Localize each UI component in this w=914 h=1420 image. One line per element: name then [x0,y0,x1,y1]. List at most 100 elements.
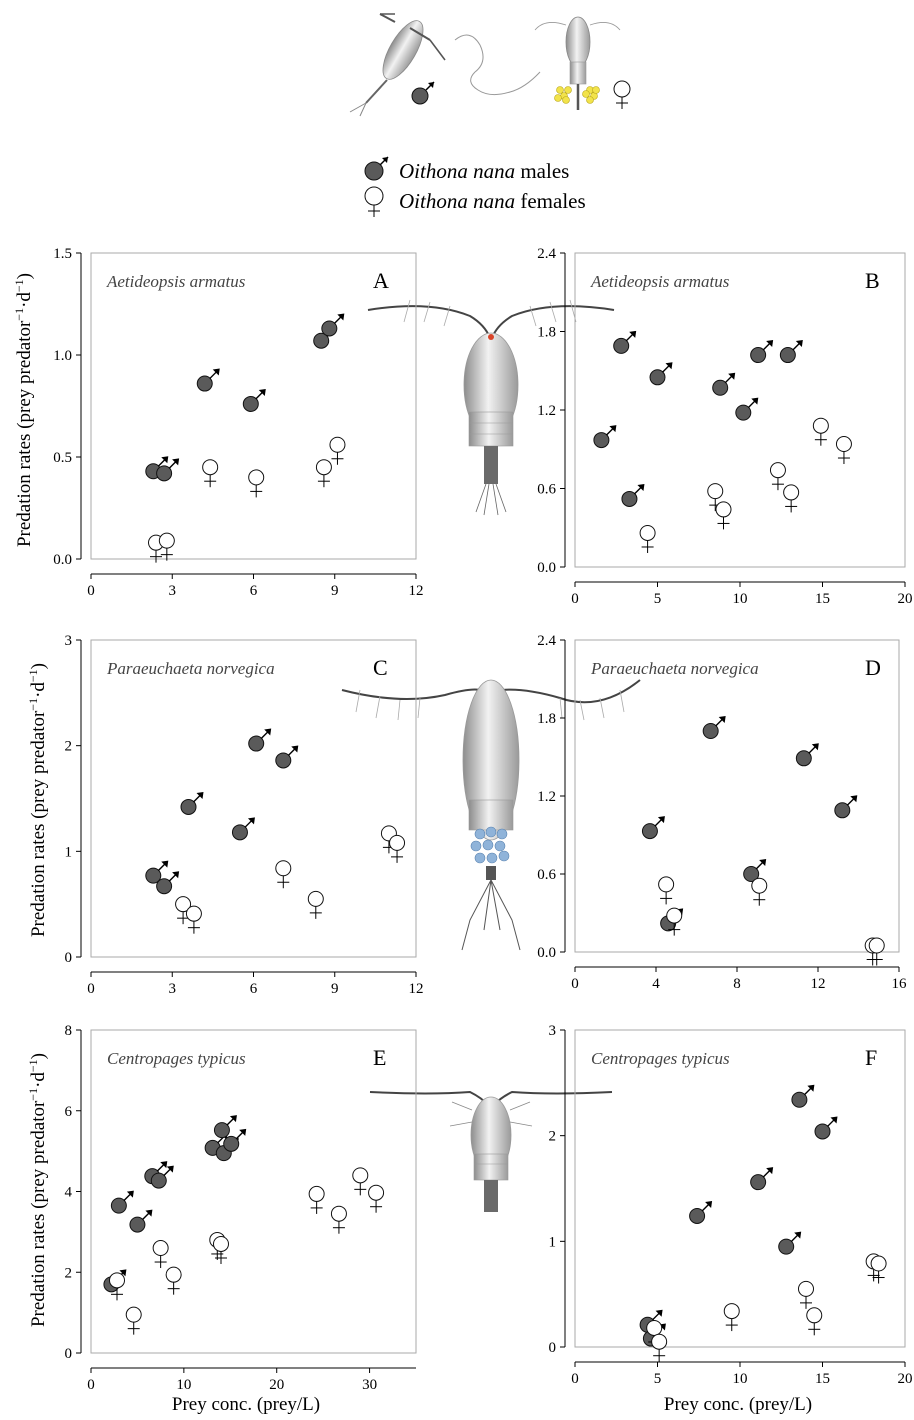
female-point [868,937,885,966]
female-point [835,436,852,465]
male-point [321,313,345,337]
x-tick-label: 4 [652,976,660,992]
female-point [315,459,332,488]
legend-male-symbol-icon [364,156,389,181]
female-point [308,1185,325,1214]
male-point [712,372,736,396]
female-point [330,1205,347,1234]
x-tick-label: 10 [176,1377,191,1393]
female-point [275,860,292,889]
oithona-female-illustration-icon [534,16,621,110]
y-tick-label: 6 [65,1104,73,1120]
female-point [368,1184,385,1213]
male-point [242,388,266,412]
female-point [248,469,265,498]
male-point [649,362,673,386]
legend-female-label: Oithona nana females [399,189,586,213]
x-tick-label: 10 [733,1371,748,1387]
plot-frame [574,639,900,953]
female-point [707,483,724,512]
male-point [735,397,759,421]
chart-panel-d: 0 4 8 12 16 0.0 0.6 1.2 1.8 2.4 Paraeuchaeta norve… [537,633,907,992]
male-point [213,1115,237,1139]
x-tick-label: 3 [169,583,177,599]
species-label: Paraeuchaeta norvegica [106,659,275,678]
y-tick-label: 0.0 [537,945,556,961]
x-axis-title-e: Prey conc. (prey/L) [172,1394,320,1415]
male-point [156,871,180,895]
female-point [109,1272,125,1301]
male-point [743,859,767,882]
y-tick-label: 1.0 [53,348,72,364]
female-point [651,1333,668,1362]
y-tick-label: 0.0 [537,560,556,576]
x-tick-label: 20 [898,1371,913,1387]
x-tick-label: 0 [571,976,579,992]
y-tick-label: 1.5 [53,246,72,262]
chart-panel-e: 0 10 20 30 0 2 4 6 8 Centropages typicus E [65,1023,417,1393]
y-tick-label: 8 [65,1023,73,1039]
male-point [814,1116,838,1140]
male-point [834,795,858,819]
x-tick-label: 0 [571,1371,579,1387]
x-tick-label: 9 [331,583,339,599]
female-point [666,907,683,936]
paraeuchaeta-illustration-icon [341,679,641,951]
male-point [779,340,803,364]
y-tick-label: 0.6 [537,482,556,498]
female-point [185,905,202,934]
y-tick-label: 0 [549,1340,557,1356]
female-point [307,890,324,919]
legend-female-symbol-icon [364,186,384,217]
x-tick-label: 20 [898,591,913,607]
y-tick-label: 1 [549,1234,557,1250]
y-tick-label: 1 [65,844,73,860]
panel-letter: B [865,268,880,293]
chart-panel-a: 0 3 6 9 12 0.0 0.5 1.0 1.5 Aetideopsis armatus A [53,246,423,599]
female-point [329,436,346,465]
chart-panel-f: 0 5 10 15 20 0 1 2 3 Centropages typicus F [549,1023,913,1387]
species-label: Aetideopsis armatus [590,272,730,291]
female-point [152,1240,169,1269]
y-tick-label: 2 [549,1129,557,1145]
female-point [125,1306,142,1335]
male-point [593,425,617,449]
male-point [180,791,204,815]
male-point [791,1084,815,1108]
male-point [750,340,774,364]
x-tick-label: 12 [811,976,826,992]
female-point [658,876,675,905]
x-tick-label: 0 [571,591,579,607]
plot-frame [90,252,417,560]
y-tick-label: 2 [65,1265,73,1281]
x-tick-label: 8 [733,976,741,992]
panel-letter: A [373,268,389,293]
svg-text:Predation rates (prey predator: Predation rates (prey predator−1·d−1) [26,1053,49,1327]
centropages-illustration-icon [369,1090,613,1212]
legend-male-label: Oithona nana males [399,159,569,183]
panel-letter: D [865,655,881,680]
x-tick-label: 10 [733,591,748,607]
x-tick-label: 30 [362,1377,377,1393]
female-point [202,459,219,488]
male-point [641,816,665,840]
svg-text:Predation rates (prey predator: Predation rates (prey predator−1·d−1) [26,663,49,937]
female-point [213,1235,229,1264]
male-point [150,1165,174,1189]
y-tick-label: 0.5 [53,450,72,466]
legend: Oithona nana males Oithona nana females [364,156,586,217]
y-tick-label: 1.2 [537,789,556,805]
y-axis-title-e: Predation rates (prey predator−1·d−1) [26,1053,49,1327]
x-tick-label: 5 [654,591,662,607]
female-point [769,462,786,491]
x-axis-title-f: Prey conc. (prey/L) [664,1394,812,1415]
panel-letter: E [373,1045,386,1070]
x-tick-label: 15 [815,591,830,607]
panel-letter: C [373,655,388,680]
male-point [689,1200,713,1224]
female-point [715,501,732,530]
y-tick-label: 2.4 [537,633,556,649]
species-label: Paraeuchaeta norvegica [590,659,759,678]
male-point [613,330,637,354]
